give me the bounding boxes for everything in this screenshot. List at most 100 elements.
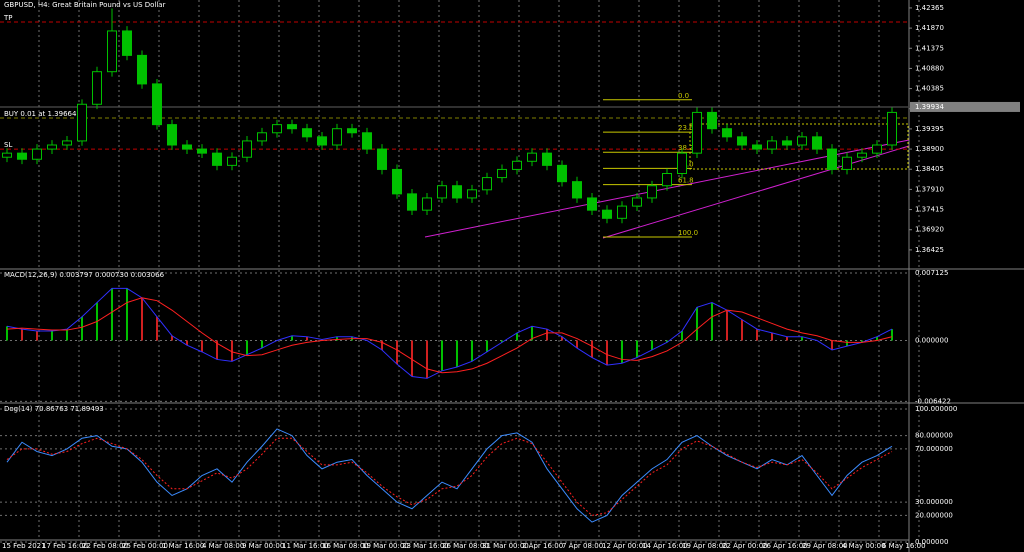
indicator-label: MACD(12,26,9) 0.003797 0.000730 0.003066 bbox=[4, 271, 165, 279]
candle-body bbox=[662, 173, 672, 187]
x-tick-label: 16 Mar 08:00 bbox=[322, 542, 369, 550]
indicator-line bbox=[6, 437, 893, 516]
x-tick-label: 26 Apr 16:00 bbox=[762, 542, 808, 550]
x-tick-label: 9 Mar 00:00 bbox=[242, 542, 284, 550]
candle-body bbox=[752, 144, 762, 150]
candle-body bbox=[332, 128, 342, 146]
candle-body bbox=[197, 148, 207, 154]
candle-body bbox=[542, 152, 552, 166]
candle-body bbox=[872, 144, 882, 154]
x-tick-label: 31 Mar 00:00 bbox=[482, 542, 529, 550]
candle-body bbox=[887, 111, 897, 146]
indicator-line bbox=[6, 287, 893, 379]
y-tick-label: 1.41870 bbox=[915, 24, 944, 32]
x-tick-label: 11 Mar 16:00 bbox=[282, 542, 329, 550]
candle-body bbox=[122, 30, 132, 56]
candle-body bbox=[467, 189, 477, 199]
x-tick-label: 19 Apr 08:00 bbox=[682, 542, 728, 550]
candle-body bbox=[602, 209, 612, 219]
x-tick-label: 19 Mar 00:00 bbox=[362, 542, 409, 550]
candle-body bbox=[692, 111, 702, 154]
chart-title: GBPUSD, H4: Great Britain Pound vs US Do… bbox=[4, 1, 166, 9]
x-tick-label: 12 Apr 00:00 bbox=[602, 542, 648, 550]
y-tick-label: 1.40385 bbox=[915, 85, 944, 93]
y-tick-label: 1.39395 bbox=[915, 125, 944, 133]
price-line-label: TP bbox=[3, 14, 13, 22]
candle-body bbox=[62, 140, 72, 146]
x-tick-label: 29 Apr 08:00 bbox=[802, 542, 848, 550]
candle-body bbox=[407, 193, 417, 211]
candle-body bbox=[152, 83, 162, 126]
candle-body bbox=[392, 168, 402, 195]
indicator-line bbox=[6, 297, 893, 374]
candle-body bbox=[707, 111, 717, 130]
candle-body bbox=[92, 71, 102, 105]
candle-body bbox=[827, 148, 837, 170]
candle-body bbox=[272, 124, 282, 134]
candle-body bbox=[812, 136, 822, 150]
candle-body bbox=[32, 148, 42, 160]
y-tick-label: 100.000000 bbox=[915, 405, 957, 413]
range-box bbox=[689, 123, 909, 170]
x-tick-label: 4 May 00:00 bbox=[842, 542, 886, 550]
x-tick-label: 23 Mar 16:00 bbox=[402, 542, 449, 550]
candle-body bbox=[722, 128, 732, 138]
candle-body bbox=[317, 136, 327, 146]
trend-line bbox=[602, 145, 910, 239]
candle-body bbox=[302, 128, 312, 138]
candle-body bbox=[797, 136, 807, 146]
y-tick-label: 20.000000 bbox=[915, 511, 953, 519]
price-line-label: BUY 0.01 at 1.39664 bbox=[4, 110, 77, 118]
candle-body bbox=[212, 152, 222, 166]
x-tick-label: 25 Feb 00:00 bbox=[122, 542, 168, 550]
y-tick-label: 1.38405 bbox=[915, 165, 944, 173]
current-price-box bbox=[910, 101, 1020, 112]
candle-body bbox=[107, 30, 117, 73]
candle-body bbox=[227, 156, 237, 166]
x-tick-label: 4 Mar 08:00 bbox=[202, 542, 244, 550]
x-tick-label: 1 Mar 16:00 bbox=[162, 542, 204, 550]
y-tick-label: 1.42365 bbox=[915, 4, 944, 12]
x-tick-label: 7 Apr 08:00 bbox=[562, 542, 603, 550]
candle-body bbox=[527, 152, 537, 162]
fib-label: 100.0 bbox=[678, 229, 698, 237]
y-tick-label: -0.006422 bbox=[915, 397, 951, 405]
candle-body bbox=[257, 132, 267, 142]
fib-label: 38.2 bbox=[678, 144, 694, 152]
candle-body bbox=[17, 152, 27, 160]
candle-body bbox=[632, 197, 642, 207]
y-tick-label: 80.000000 bbox=[915, 432, 953, 440]
y-tick-label: 1.36920 bbox=[915, 226, 944, 234]
candle-body bbox=[437, 185, 447, 199]
x-tick-label: 6 May 16:00 bbox=[882, 542, 926, 550]
candle-body bbox=[347, 128, 357, 134]
candle-body bbox=[842, 156, 852, 170]
candle-body bbox=[77, 103, 87, 142]
indicator-line bbox=[6, 428, 893, 523]
x-tick-label: 22 Apr 00:00 bbox=[722, 542, 768, 550]
candle-body bbox=[767, 140, 777, 150]
fib-label: 61.8 bbox=[678, 177, 694, 185]
candle-body bbox=[242, 140, 252, 158]
candle-body bbox=[2, 152, 12, 158]
candle-body bbox=[857, 152, 867, 158]
y-tick-label: 0.007125 bbox=[915, 269, 948, 277]
candle-body bbox=[557, 164, 567, 183]
candle-body bbox=[287, 124, 297, 130]
candle-body bbox=[512, 160, 522, 170]
price-line-label: SL bbox=[4, 141, 12, 149]
current-price-label: 1.39934 bbox=[915, 103, 944, 111]
y-tick-label: 1.41375 bbox=[915, 44, 944, 52]
y-tick-label: 1.40880 bbox=[915, 64, 944, 72]
y-tick-label: 0.000000 bbox=[915, 336, 948, 344]
x-tick-label: 2 Apr 16:00 bbox=[522, 542, 563, 550]
candle-body bbox=[167, 124, 177, 146]
candle-body bbox=[617, 205, 627, 219]
y-tick-label: 1.36425 bbox=[915, 246, 944, 254]
candle-body bbox=[137, 54, 147, 85]
candle-body bbox=[182, 144, 192, 150]
candle-body bbox=[362, 132, 372, 150]
candle-body bbox=[737, 136, 747, 146]
